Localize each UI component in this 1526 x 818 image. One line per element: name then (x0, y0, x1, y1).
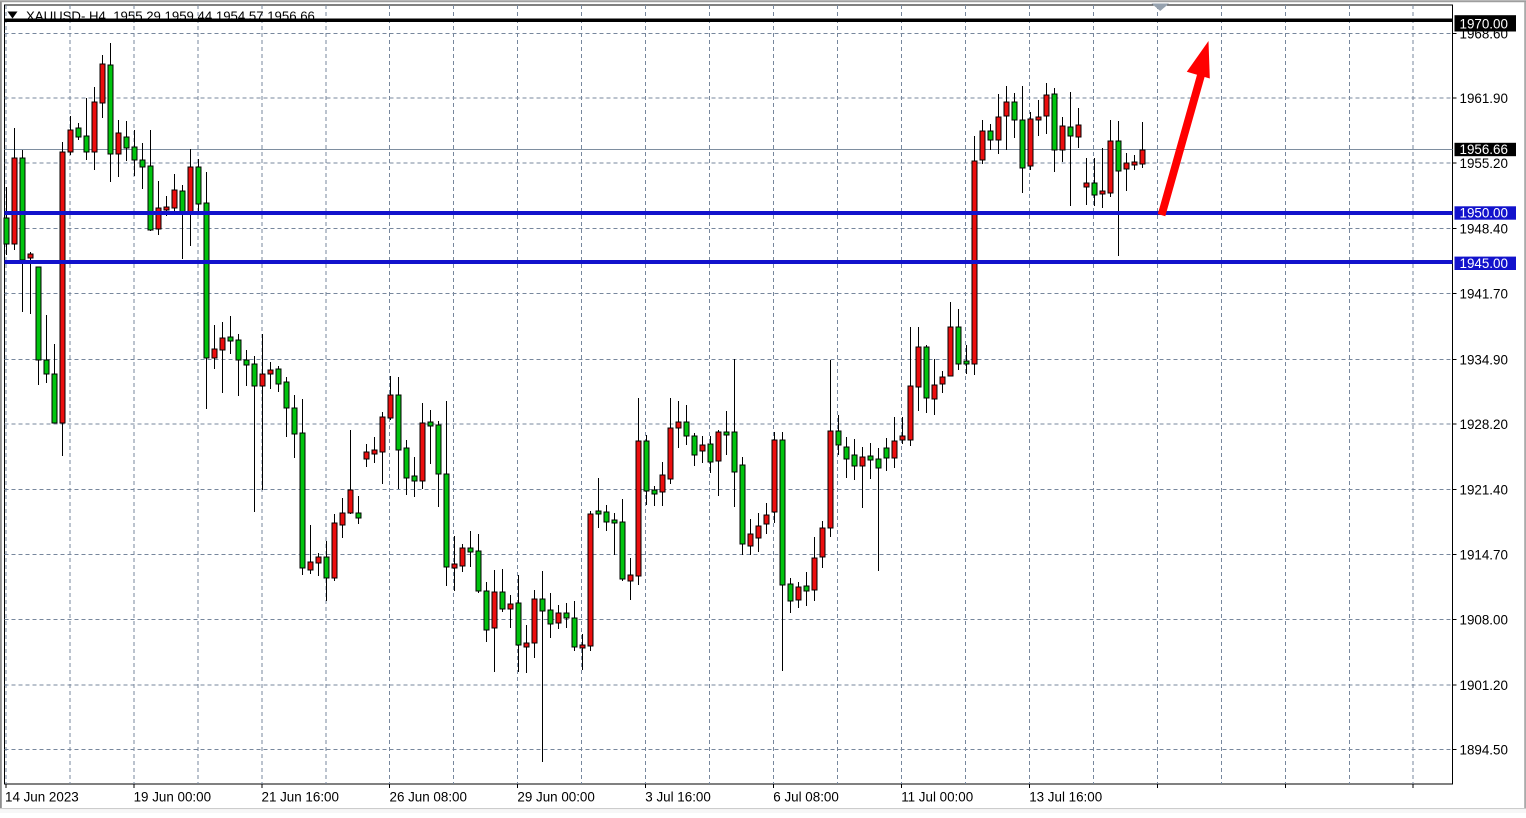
svg-text:1956.66: 1956.66 (1460, 142, 1508, 157)
svg-text:1914.70: 1914.70 (1460, 548, 1508, 563)
svg-text:1948.40: 1948.40 (1460, 222, 1508, 237)
svg-text:1908.00: 1908.00 (1460, 613, 1508, 628)
svg-text:11 Jul 00:00: 11 Jul 00:00 (901, 790, 973, 805)
svg-text:1961.90: 1961.90 (1460, 91, 1508, 106)
svg-text:3 Jul 16:00: 3 Jul 16:00 (645, 790, 711, 805)
svg-text:29 Jun 00:00: 29 Jun 00:00 (517, 790, 594, 805)
svg-text:21 Jun 16:00: 21 Jun 16:00 (262, 790, 339, 805)
svg-text:26 Jun 08:00: 26 Jun 08:00 (390, 790, 467, 805)
svg-text:1894.50: 1894.50 (1460, 743, 1508, 758)
svg-text:1934.90: 1934.90 (1460, 353, 1508, 368)
svg-text:1941.70: 1941.70 (1460, 287, 1508, 302)
svg-text:1945.00: 1945.00 (1460, 256, 1508, 271)
svg-text:19 Jun 00:00: 19 Jun 00:00 (134, 790, 211, 805)
svg-text:13 Jul 16:00: 13 Jul 16:00 (1029, 790, 1102, 805)
svg-text:1921.40: 1921.40 (1460, 483, 1508, 498)
svg-text:1950.00: 1950.00 (1460, 206, 1508, 221)
svg-text:1928.20: 1928.20 (1460, 417, 1508, 432)
svg-text:6 Jul 08:00: 6 Jul 08:00 (773, 790, 839, 805)
svg-text:1901.20: 1901.20 (1460, 678, 1508, 693)
svg-text:14 Jun 2023: 14 Jun 2023 (5, 790, 79, 805)
svg-text:1970.00: 1970.00 (1460, 17, 1508, 32)
svg-text:1955.20: 1955.20 (1460, 156, 1508, 171)
